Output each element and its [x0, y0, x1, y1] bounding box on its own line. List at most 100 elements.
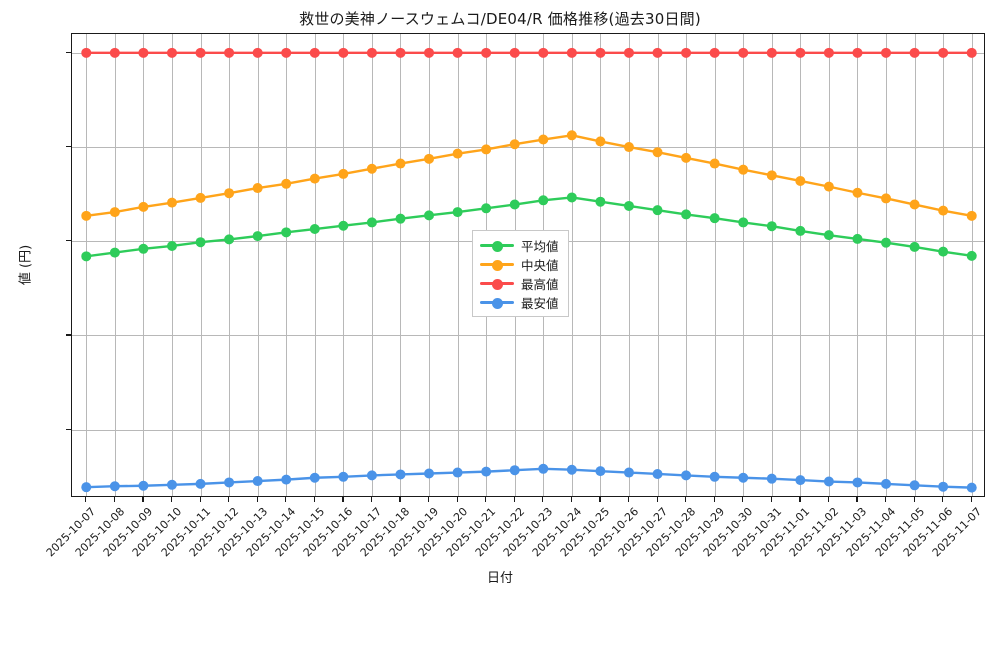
data-point: [566, 192, 577, 203]
data-point: [623, 47, 634, 58]
data-point: [652, 205, 663, 216]
data-point: [852, 187, 863, 198]
data-point: [938, 481, 949, 492]
data-point: [281, 227, 292, 238]
legend-swatch-icon: [480, 295, 514, 309]
legend-item[interactable]: 最安値: [480, 293, 559, 311]
x-tick-mark: [456, 497, 458, 502]
legend-dot: [492, 259, 503, 271]
data-point: [823, 476, 834, 487]
data-point: [681, 47, 692, 58]
data-point: [938, 246, 949, 257]
x-tick-mark: [170, 497, 173, 502]
gridline-vertical: [743, 34, 745, 496]
legend-dot: [492, 297, 503, 309]
gridline-vertical: [86, 34, 88, 496]
data-point: [424, 47, 435, 58]
data-point: [595, 47, 606, 58]
gridline-vertical: [314, 34, 316, 496]
data-point: [138, 480, 149, 491]
legend-item[interactable]: 最高値: [480, 274, 559, 292]
data-point: [738, 217, 749, 228]
legend-label: 最安値: [521, 295, 559, 311]
x-tick-mark: [513, 497, 515, 502]
series-最安値: [81, 463, 977, 493]
x-tick-mark: [485, 497, 487, 502]
legend-swatch-icon: [480, 257, 514, 271]
data-point: [652, 147, 663, 158]
data-point: [823, 181, 834, 192]
gridline-vertical: [257, 34, 259, 496]
data-point: [595, 196, 606, 207]
data-point: [881, 193, 892, 204]
data-point: [366, 470, 377, 481]
data-point: [452, 47, 463, 58]
data-point: [452, 467, 463, 478]
gridline-vertical: [429, 34, 431, 496]
legend-label: 中央値: [521, 257, 559, 273]
data-point: [252, 183, 263, 194]
data-point: [709, 158, 720, 169]
data-point: [395, 469, 406, 480]
gridline-vertical: [171, 34, 173, 496]
data-point: [224, 188, 235, 199]
gridline-vertical: [571, 34, 573, 496]
series-layer: [81, 47, 977, 493]
data-point: [538, 195, 549, 206]
x-tick-mark: [913, 497, 915, 502]
data-point: [452, 148, 463, 159]
data-point: [481, 47, 492, 58]
x-tick-mark: [627, 497, 630, 502]
data-point: [766, 47, 777, 58]
data-point: [795, 225, 806, 236]
x-tick-mark: [228, 497, 230, 502]
data-point: [281, 178, 292, 189]
data-point: [166, 197, 177, 208]
x-tick-mark: [942, 497, 944, 502]
data-point: [166, 47, 177, 58]
y-tick-mark: [66, 428, 71, 430]
legend-item[interactable]: 平均値: [480, 236, 559, 254]
gridline-vertical: [628, 34, 630, 496]
data-point: [509, 199, 520, 210]
y-tick-mark: [66, 240, 71, 242]
data-point: [652, 47, 663, 58]
gridline-vertical: [886, 34, 888, 496]
data-point: [224, 47, 235, 58]
data-point: [795, 475, 806, 486]
data-point: [252, 47, 263, 58]
x-axis-label: 日付: [486, 571, 513, 586]
data-point: [738, 47, 749, 58]
data-point: [795, 175, 806, 186]
gridline-vertical: [600, 34, 602, 496]
legend-item[interactable]: 中央値: [480, 255, 559, 273]
data-point: [652, 468, 663, 479]
chart-legend: 平均値中央値最高値最安値: [472, 230, 569, 317]
x-tick-mark: [599, 497, 601, 502]
x-tick-mark: [428, 497, 430, 502]
data-point: [309, 173, 320, 184]
data-point: [852, 477, 863, 488]
legend-swatch-icon: [480, 276, 514, 290]
data-point: [395, 47, 406, 58]
legend-label: 最高値: [521, 276, 559, 292]
data-point: [623, 142, 634, 153]
data-point: [481, 466, 492, 477]
data-point: [938, 205, 949, 216]
x-tick-mark: [656, 497, 658, 502]
data-point: [681, 152, 692, 163]
gridline-vertical: [914, 34, 916, 496]
x-tick-mark: [799, 497, 801, 502]
x-tick-mark: [970, 497, 972, 502]
gridline-vertical: [971, 34, 973, 496]
data-point: [138, 201, 149, 212]
data-point: [966, 250, 977, 261]
data-point: [338, 471, 349, 482]
gridline-vertical: [828, 34, 830, 496]
data-point: [938, 47, 949, 58]
data-point: [109, 481, 120, 492]
data-point: [709, 47, 720, 58]
data-point: [595, 136, 606, 147]
data-point: [309, 47, 320, 58]
data-point: [224, 234, 235, 245]
